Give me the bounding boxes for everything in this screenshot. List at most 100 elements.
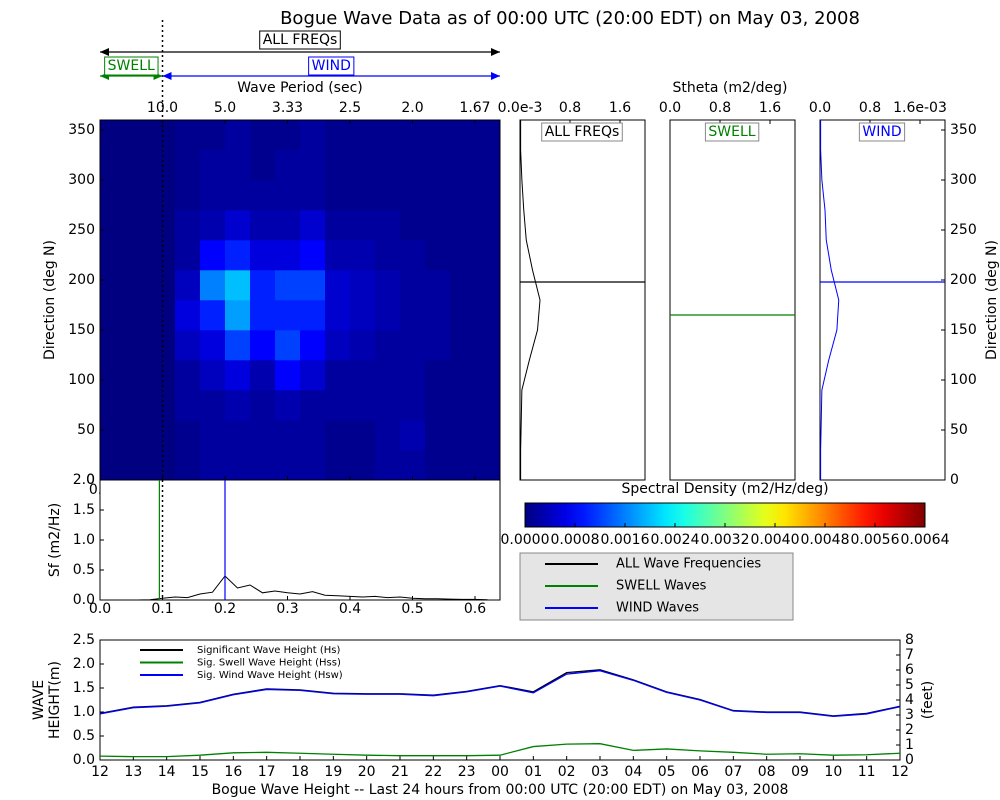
x-tick-label: 0.2 (214, 601, 236, 617)
x-tick-label: 12 (91, 764, 109, 780)
y-tick-label: 0.0 (73, 752, 95, 768)
y2-tick-label: 6 (905, 662, 914, 678)
colorbar-tick-label: 0.0016 (601, 532, 650, 548)
heatmap-cell (475, 390, 501, 421)
y-tick-label: 50 (77, 422, 95, 438)
heatmap-cell (325, 180, 351, 211)
heatmap-cell (200, 450, 226, 481)
x-tick-label: 03 (591, 764, 609, 780)
legend-label: WIND Waves (616, 601, 699, 616)
heatmap-cell (275, 120, 301, 151)
heatmap-cell (225, 300, 251, 331)
x-tick-label: 13 (124, 764, 142, 780)
y-axis-title: HEIGHT(m) (47, 661, 63, 739)
heatmap-cell (425, 330, 451, 361)
heatmap-cell (250, 210, 276, 241)
heatmap-cell (350, 270, 376, 301)
top-tick-label: 1.6 (759, 100, 781, 116)
heatmap-cell (300, 120, 326, 151)
y-tick-label: 200 (950, 272, 977, 288)
heatmap-cell (275, 450, 301, 481)
height-line (99, 670, 901, 717)
band-arrow-head (491, 48, 500, 56)
heatmap-cell (425, 450, 451, 481)
x-tick-label: 06 (691, 764, 709, 780)
heatmap-cell (100, 150, 126, 181)
y2-tick-label: 0 (905, 752, 914, 768)
heatmap-cell (200, 210, 226, 241)
heatmap-cell (100, 390, 126, 421)
band-arrow-head (491, 72, 500, 80)
heatmap-cell (400, 270, 426, 301)
heatmap-cell (375, 420, 401, 451)
heatmap-cell (125, 390, 151, 421)
heatmap-cell (225, 390, 251, 421)
heatmap-cell (325, 210, 351, 241)
heatmap-cell (250, 150, 276, 181)
heatmap-cell (450, 330, 476, 361)
heatmap-cell (425, 180, 451, 211)
heatmap-cell (225, 150, 251, 181)
heatmap-cell (425, 120, 451, 151)
x-top-axis-title: Stheta (m2/deg) (673, 80, 788, 96)
x-tick-label: 23 (458, 764, 476, 780)
heatmap-cell (350, 390, 376, 421)
heatmap-cell (200, 360, 226, 391)
spectrum-line (125, 575, 488, 601)
heatmap-cell (350, 240, 376, 271)
colorbar-tick-label: 0.0056 (851, 532, 900, 548)
legend-label: Sig. Wind Wave Height (Hsw) (197, 670, 343, 681)
label-box (704, 122, 760, 142)
heatmap-cell (350, 300, 376, 331)
heatmap-cell (375, 390, 401, 421)
y-tick-label: 350 (68, 122, 95, 138)
heatmap-cell (325, 150, 351, 181)
heatmap-cell (275, 330, 301, 361)
heatmap-cell (375, 330, 401, 361)
heatmap-cell (400, 210, 426, 241)
top-tick-label: 0.8 (709, 100, 731, 116)
heatmap-cell (475, 150, 501, 181)
heatmap-cell (375, 120, 401, 151)
heatmap-cell (175, 330, 201, 361)
band-label: WIND (312, 58, 351, 74)
heatmap-cell (325, 390, 351, 421)
y-tick-label: 0.5 (73, 728, 95, 744)
x-tick-label: 04 (624, 764, 642, 780)
colorbar-title: Spectral Density (m2/Hz/deg) (621, 481, 828, 497)
label-box (104, 56, 159, 76)
heatmap-cell (400, 420, 426, 451)
y-tick-label: 2.5 (73, 632, 95, 648)
heatmap-cell (200, 180, 226, 211)
y2-tick-label: 4 (905, 692, 914, 708)
heatmap-cell (300, 270, 326, 301)
colorbar-tick-label: 0.0040 (751, 532, 800, 548)
heatmap-cell (475, 330, 501, 361)
heatmap-cell (475, 360, 501, 391)
heatmap-cell (125, 210, 151, 241)
heatmap-cell (475, 270, 501, 301)
top-tick-label: 5.0 (214, 100, 236, 116)
heatmap-cell (400, 360, 426, 391)
x-tick-label: 17 (258, 764, 276, 780)
heatmap-cell (125, 120, 151, 151)
colorbar-tick-label: 0.0024 (651, 532, 700, 548)
y-tick-label: 1.5 (73, 502, 95, 518)
heatmap-cell (250, 450, 276, 481)
heatmap-cell (125, 330, 151, 361)
direction-profile (520, 120, 541, 480)
heatmap-cell (175, 180, 201, 211)
top-tick-label: 0.8 (859, 100, 881, 116)
heatmap-cell (275, 210, 301, 241)
heatmap-cell (475, 180, 501, 211)
x-tick-label: 05 (658, 764, 676, 780)
heatmap-cell (400, 240, 426, 271)
heatmap-cell (250, 390, 276, 421)
panel-title: ALL FREQs (545, 124, 620, 140)
heatmap-cell (225, 360, 251, 391)
heatmap-cell (475, 300, 501, 331)
panel-title: SWELL (708, 124, 755, 140)
y-tick-label: 150 (950, 322, 977, 338)
heatmap-cell (375, 180, 401, 211)
